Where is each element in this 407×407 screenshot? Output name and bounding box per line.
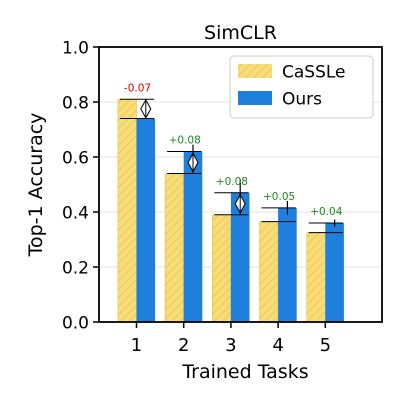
- y-tick-label: 0.4: [62, 204, 89, 224]
- diff-label: +0.08: [216, 176, 248, 188]
- diff-label: +0.04: [310, 206, 342, 218]
- legend-label: CaSSLe: [282, 63, 346, 83]
- x-tick-label: 1: [131, 335, 142, 356]
- bars-layer: [117, 98, 344, 323]
- diff-label: +0.08: [169, 135, 201, 147]
- bar-ours: [278, 207, 297, 322]
- y-tick-label: 0.2: [62, 259, 89, 279]
- legend-label: Ours: [282, 90, 322, 110]
- x-tick-label: 5: [320, 335, 331, 356]
- y-axis-label: Top-1 Accuracy: [25, 113, 47, 258]
- y-tick-label: 1.0: [62, 39, 89, 59]
- legend: CaSSLe Ours: [229, 55, 374, 119]
- bar-ours: [325, 223, 344, 322]
- bar-ours: [183, 151, 203, 322]
- y-tick-label: 0.6: [62, 149, 89, 169]
- legend-swatch: [238, 64, 272, 78]
- bar-cassle: [306, 232, 326, 323]
- x-tick-label: 2: [178, 335, 189, 356]
- x-tick-label: 3: [225, 335, 236, 356]
- y-tick-label: 0.8: [62, 94, 89, 114]
- bar-ours: [230, 192, 250, 322]
- x-tick-label: 4: [272, 335, 283, 356]
- legend-swatch: [238, 91, 272, 105]
- axes-frame: [98, 46, 383, 323]
- y-tick-label: 0.0: [62, 314, 89, 334]
- chart-title: SimCLR: [204, 22, 277, 44]
- axes-layer: 0.0 0.2 0.4 0.6 0.8 1.0 1 2 3 4 5: [62, 39, 383, 356]
- x-axis-label: Trained Tasks: [181, 361, 308, 383]
- bar-cassle: [259, 221, 279, 323]
- annotation-layer: -0.07 +0.08 +0.08 +0.05 +0.04: [119, 82, 343, 234]
- bar-cassle: [117, 98, 137, 323]
- diff-label: +0.05: [263, 191, 295, 203]
- bar-cassle: [164, 173, 185, 323]
- bar-ours: [136, 118, 156, 322]
- diff-label: -0.07: [124, 82, 151, 94]
- bar-cassle: [212, 214, 232, 323]
